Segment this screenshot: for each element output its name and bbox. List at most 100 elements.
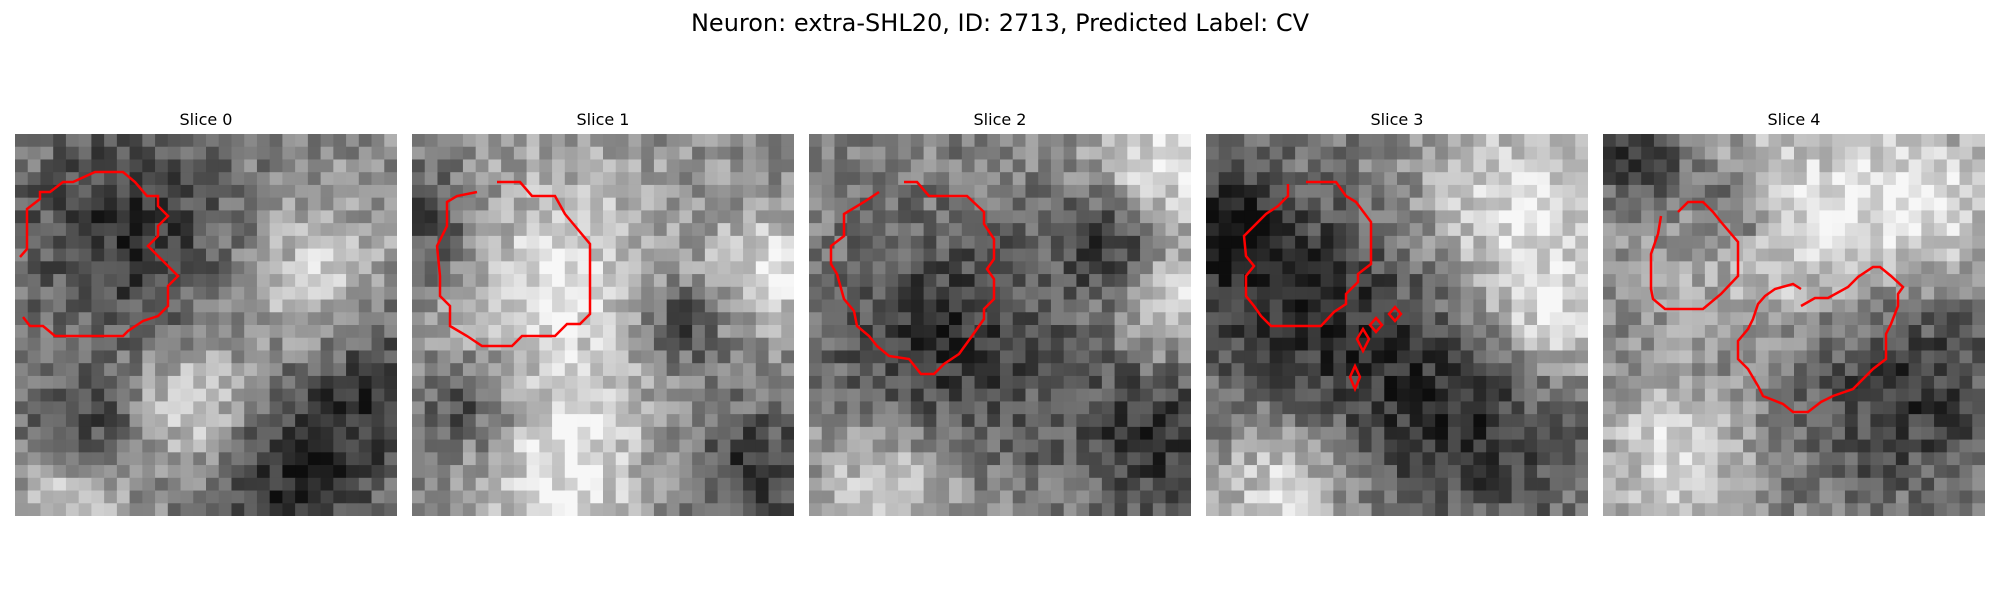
pixel [1769,185,1782,198]
pixel [142,147,155,160]
pixel [539,389,552,402]
pixel [730,389,743,402]
pixel [1960,172,1973,185]
pixel [781,236,794,249]
pixel [1025,363,1038,376]
pixel [873,478,886,491]
pixel [359,325,372,338]
pixel [809,223,822,236]
pixel [730,172,743,185]
pixel [834,350,847,363]
pixel [257,452,270,465]
pixel [1858,325,1871,338]
pixel [231,223,244,236]
pixel [1934,312,1947,325]
pixel [628,172,641,185]
pixel [1972,465,1985,478]
pixel [384,414,397,427]
pixel [308,440,321,453]
pixel [924,210,937,223]
pixel [743,503,756,516]
pixel [1883,465,1896,478]
pixel [1448,300,1461,313]
pixel [718,185,731,198]
pixel [692,491,705,504]
pixel [924,414,937,427]
pixel [834,363,847,376]
pixel [1603,414,1616,427]
pixel [476,376,489,389]
pixel [603,452,616,465]
pixel [1756,491,1769,504]
pixel [590,325,603,338]
pixel [450,478,463,491]
pixel [1870,440,1883,453]
pixel [1140,491,1153,504]
pixel [847,134,860,147]
pixel [527,350,540,363]
pixel [1102,440,1115,453]
pixel [1282,491,1295,504]
pixel [412,503,425,516]
pixel [1743,249,1756,262]
pixel [1921,465,1934,478]
pixel [514,300,527,313]
pixel [873,159,886,172]
pixel [104,236,117,249]
pixel [1076,376,1089,389]
pixel [1064,261,1077,274]
pixel [603,261,616,274]
pixel [1102,452,1115,465]
pixel [654,376,667,389]
pixel [539,401,552,414]
pixel [756,185,769,198]
pixel [1947,312,1960,325]
pixel [809,261,822,274]
pixel [860,503,873,516]
pixel [1537,134,1550,147]
pixel [346,478,359,491]
pixel [514,452,527,465]
pixel [962,236,975,249]
pixel [15,274,28,287]
pixel [372,312,385,325]
pixel [40,274,53,287]
pixel [1575,210,1588,223]
pixel [1603,491,1616,504]
pixel [1934,338,1947,351]
pixel [1321,236,1334,249]
pixel [987,312,1000,325]
pixel [1206,465,1219,478]
pixel [1563,172,1576,185]
pixel [1089,261,1102,274]
pixel [1743,389,1756,402]
pixel [476,300,489,313]
pixel [1295,134,1308,147]
pixel [1308,350,1321,363]
pixel [514,465,527,478]
pixel [321,401,334,414]
pixel [1563,325,1576,338]
pixel [1076,452,1089,465]
pixel [616,338,629,351]
pixel [501,325,514,338]
pixel [885,185,898,198]
pixel [1473,134,1486,147]
pixel [359,249,372,262]
pixel [206,478,219,491]
pixel [1819,503,1832,516]
pixel [257,389,270,402]
pixel [295,350,308,363]
pixel [590,223,603,236]
pixel [1896,312,1909,325]
pixel [1178,185,1191,198]
pixel [1422,198,1435,211]
pixel [1435,210,1448,223]
pixel [321,223,334,236]
pixel [628,338,641,351]
pixel [308,300,321,313]
pixel [1870,338,1883,351]
pixel [1743,172,1756,185]
pixel [244,503,257,516]
pixel [898,300,911,313]
